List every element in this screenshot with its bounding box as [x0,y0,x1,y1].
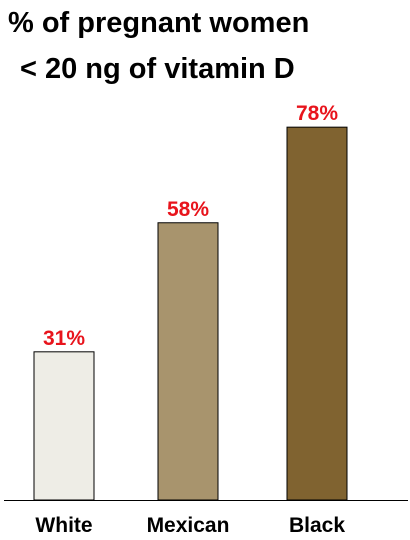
category-label-mexican: Mexican [147,514,230,537]
category-label-white: White [35,514,92,537]
chart-title-line-2: < 20 ng of vitamin D [20,53,295,85]
bar-mexican [157,222,219,501]
category-label-black: Black [289,514,345,537]
value-label-white: 31% [43,327,85,350]
value-labels-group: 31% 58% 78% [43,102,338,350]
bar-black [286,126,348,501]
value-label-black: 78% [296,102,338,125]
value-label-mexican: 58% [167,198,209,221]
chart-title-line-1: % of pregnant women [8,7,310,39]
category-labels-group: White Mexican Black [35,514,345,537]
chart-title: % of pregnant women < 20 ng of vitamin D [0,0,410,100]
bars-group [33,126,348,501]
bar-white [33,351,95,501]
